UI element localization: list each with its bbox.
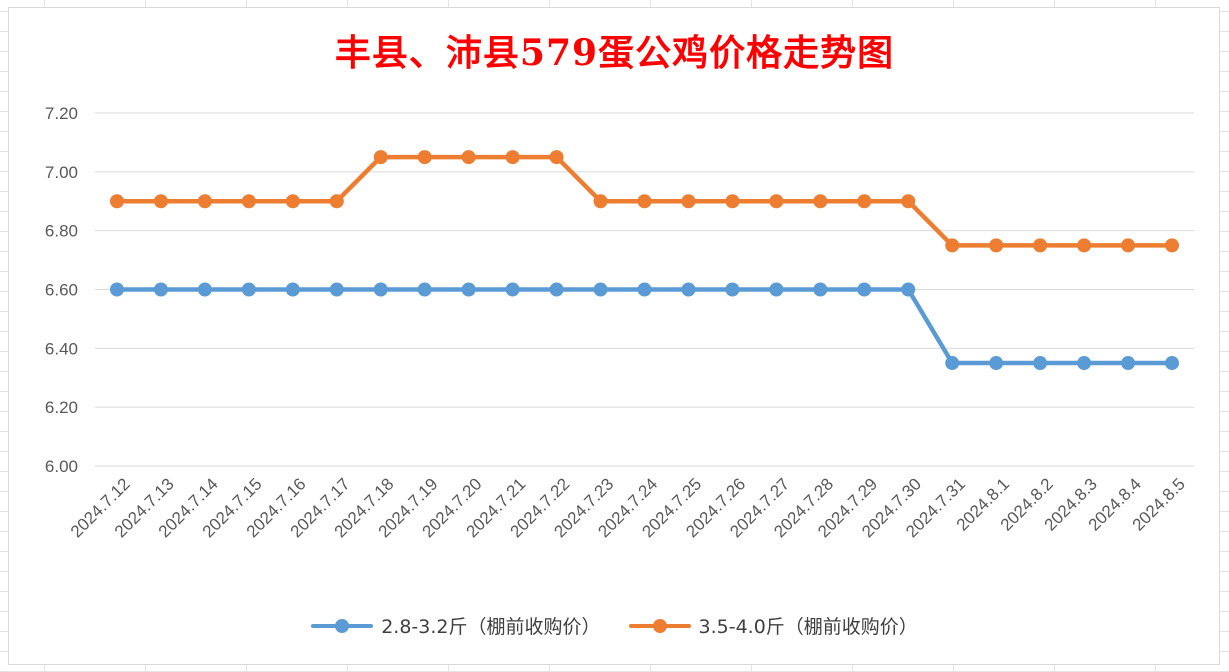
data-point <box>813 194 828 209</box>
data-point <box>593 194 608 209</box>
data-point <box>417 150 432 165</box>
y-tick-label: 6.60 <box>45 281 78 300</box>
data-point <box>681 282 696 297</box>
data-point <box>769 282 784 297</box>
data-point <box>109 282 124 297</box>
legend-dot-series-2 <box>652 618 667 633</box>
data-point <box>241 282 256 297</box>
series-2 <box>109 150 1180 253</box>
legend-marker-series-1 <box>311 616 374 636</box>
data-point <box>637 282 652 297</box>
data-point <box>461 150 476 165</box>
data-point <box>1077 238 1092 253</box>
series-line-1 <box>114 287 1175 366</box>
data-point <box>153 194 168 209</box>
series-1 <box>109 282 1180 371</box>
data-point <box>945 238 960 253</box>
data-point <box>857 194 872 209</box>
legend: 2.8-3.2斤（棚前收购价） 3.5-4.0斤（棚前收购价） <box>0 612 1229 639</box>
legend-marker-series-2 <box>628 616 691 636</box>
data-point <box>329 194 344 209</box>
data-point <box>593 282 608 297</box>
data-point <box>153 282 168 297</box>
data-point <box>989 238 1004 253</box>
y-tick-label: 7.00 <box>45 163 78 182</box>
legend-label-series-1: 2.8-3.2斤（棚前收购价） <box>381 616 601 638</box>
data-point <box>725 194 740 209</box>
data-point <box>197 194 212 209</box>
data-point <box>945 356 960 371</box>
data-point <box>109 194 124 209</box>
data-point <box>989 356 1004 371</box>
data-point <box>549 150 564 165</box>
data-point <box>1121 238 1136 253</box>
data-point <box>417 282 432 297</box>
data-point <box>197 282 212 297</box>
data-point <box>241 194 256 209</box>
y-tick-label: 6.80 <box>45 222 78 241</box>
chart-title: 丰县、沛县579蛋公鸡价格走势图 <box>334 32 895 74</box>
y-tick-label: 7.20 <box>45 104 78 123</box>
y-tick-label: 6.00 <box>45 457 78 476</box>
data-point <box>725 282 740 297</box>
data-point <box>813 282 828 297</box>
data-point <box>1077 356 1092 371</box>
data-point <box>505 282 520 297</box>
data-point <box>329 282 344 297</box>
y-tick-label: 6.40 <box>45 339 78 358</box>
data-point <box>461 282 476 297</box>
data-point <box>901 282 916 297</box>
data-point <box>1165 238 1180 253</box>
data-point <box>1033 238 1048 253</box>
legend-item-series-2: 3.5-4.0斤（棚前收购价） <box>628 612 918 639</box>
data-point <box>1121 356 1136 371</box>
legend-label-series-2: 3.5-4.0斤（棚前收购价） <box>698 616 918 638</box>
data-point <box>549 282 564 297</box>
legend-item-series-1: 2.8-3.2斤（棚前收购价） <box>311 612 601 639</box>
data-point <box>1033 356 1048 371</box>
data-point <box>637 194 652 209</box>
chart-area[interactable] <box>8 7 1220 665</box>
data-point <box>857 282 872 297</box>
data-point <box>285 194 300 209</box>
data-point <box>373 282 388 297</box>
data-point <box>1165 356 1180 371</box>
data-point <box>505 150 520 165</box>
data-point <box>285 282 300 297</box>
data-point <box>769 194 784 209</box>
data-point <box>373 150 388 165</box>
y-tick-label: 6.20 <box>45 398 78 417</box>
data-point <box>901 194 916 209</box>
data-point <box>681 194 696 209</box>
legend-dot-series-1 <box>335 618 350 633</box>
